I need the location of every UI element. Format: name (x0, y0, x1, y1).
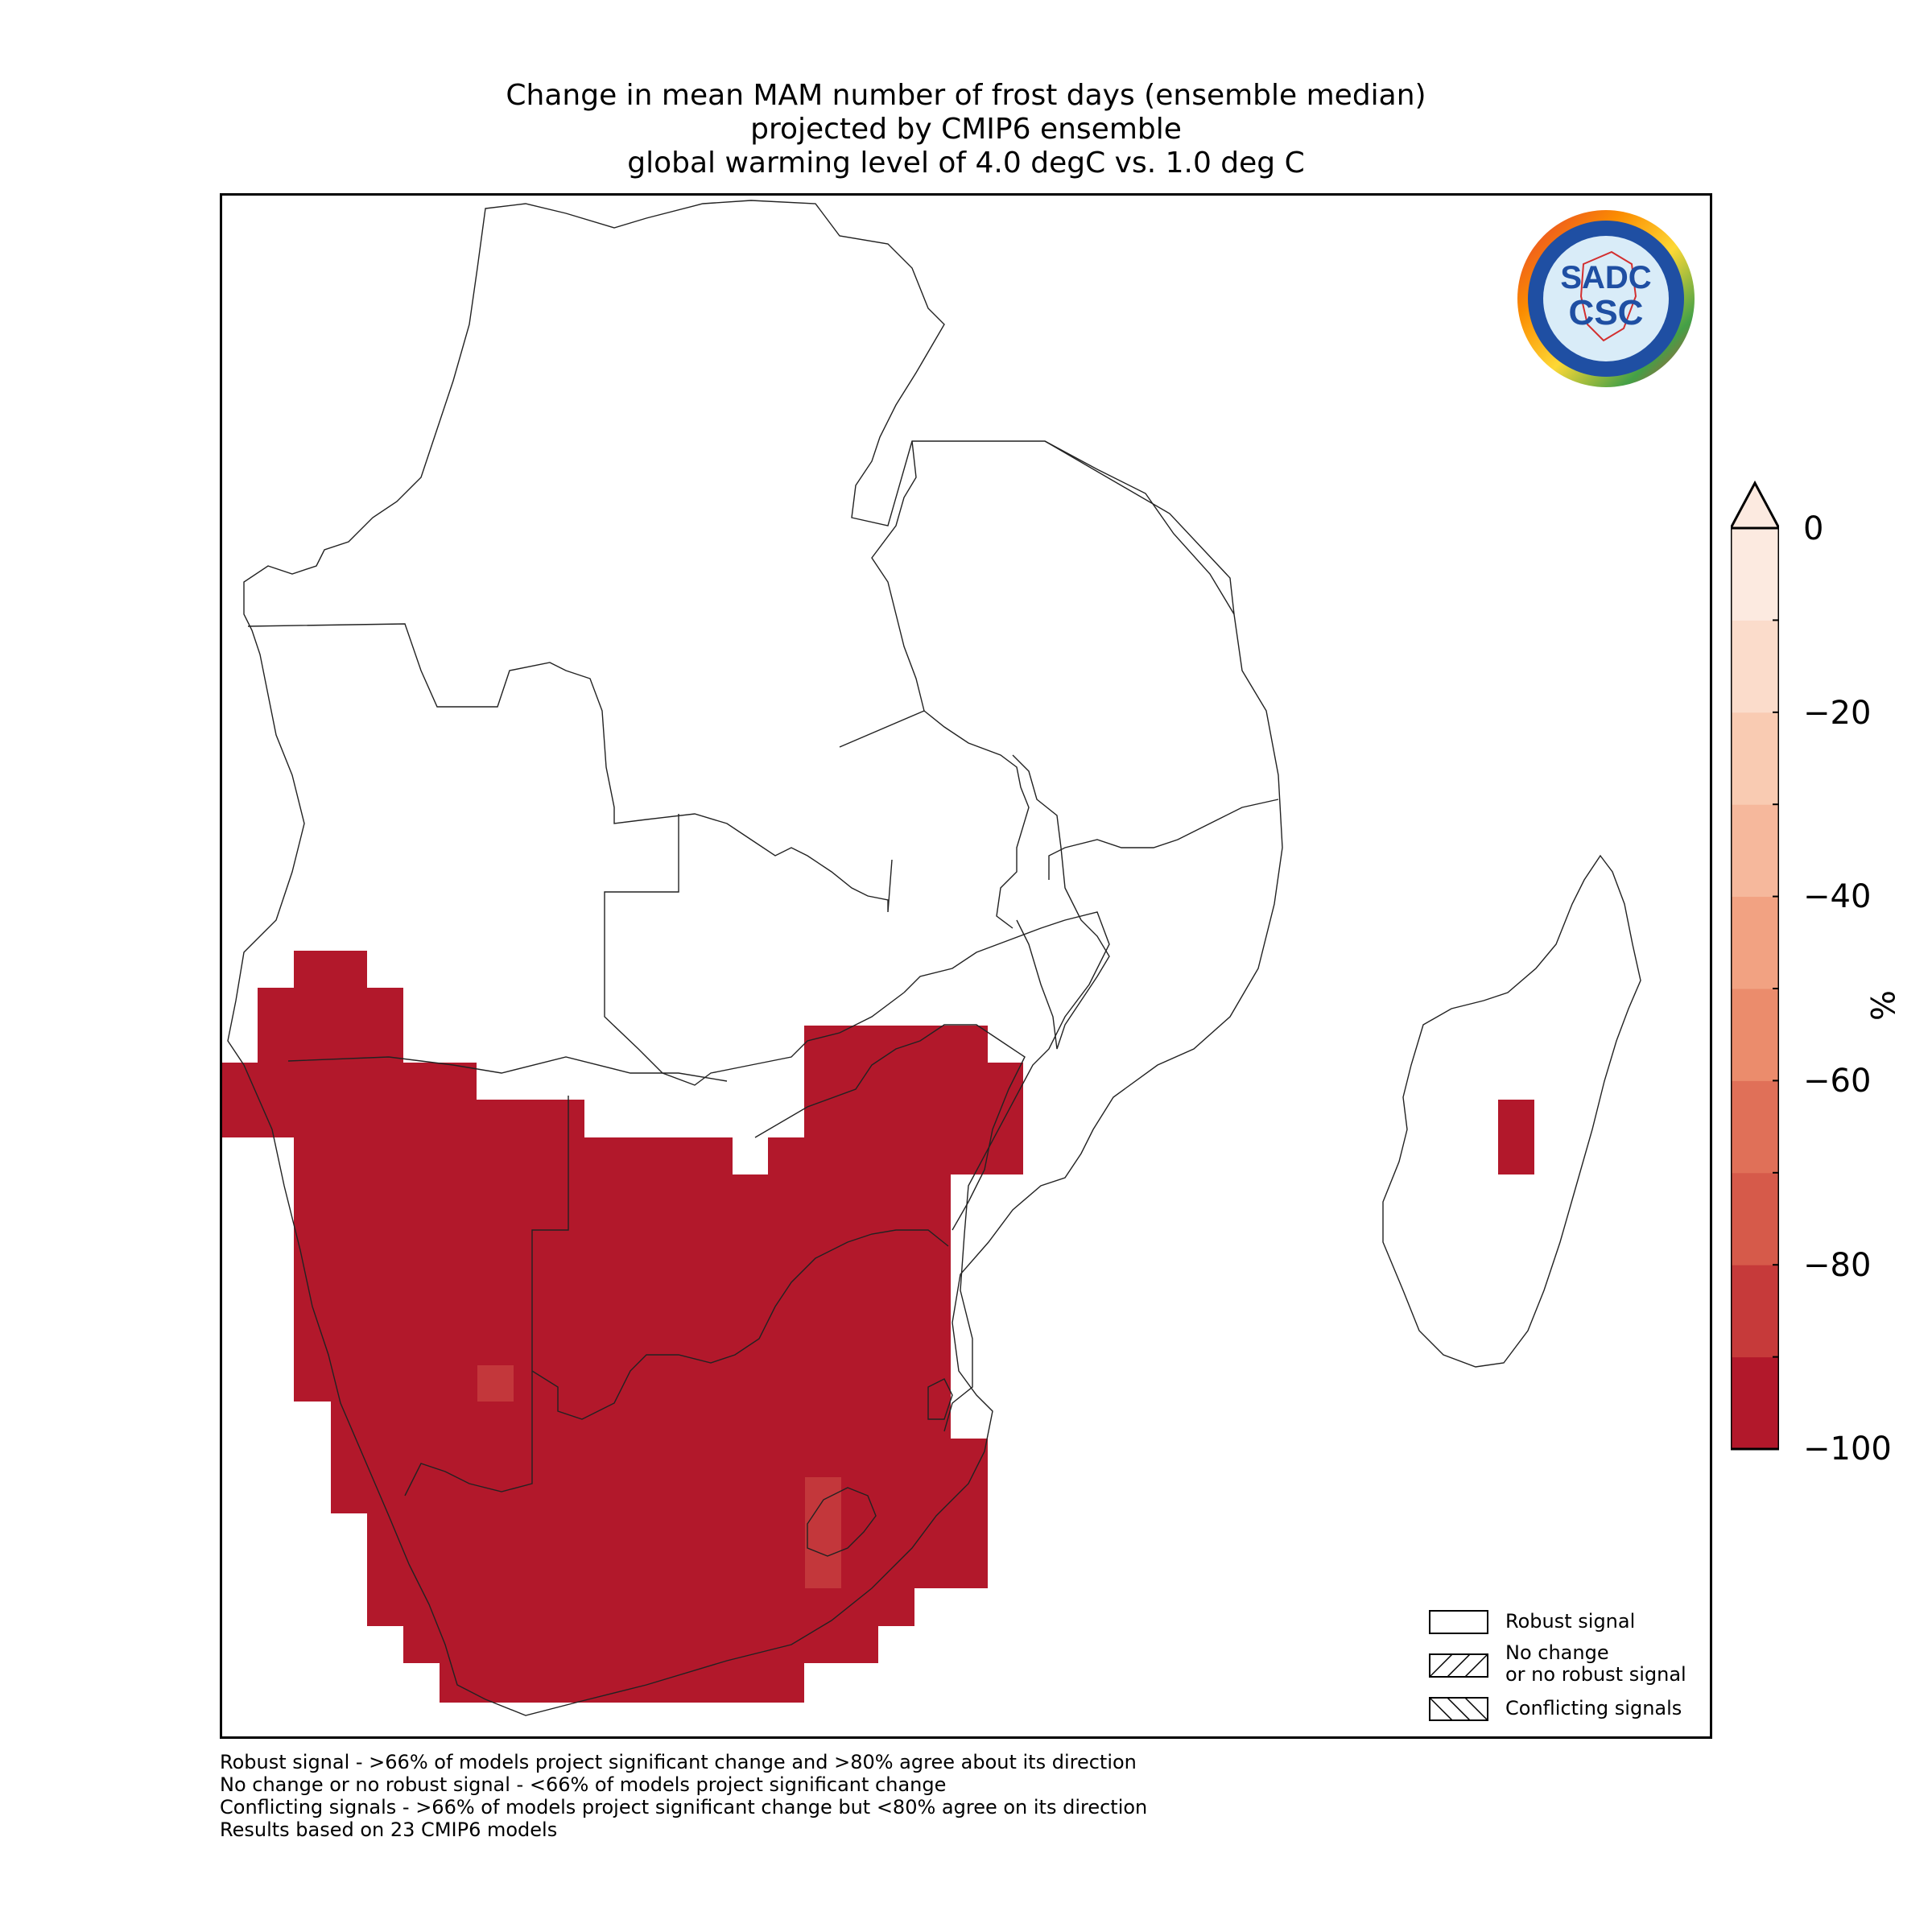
legend-nochange-label-2: or no robust signal (1505, 1663, 1686, 1686)
border-tanzania-mozambique (1048, 799, 1279, 880)
map-frame (220, 193, 1712, 1739)
colorbar-step (1731, 1080, 1779, 1174)
legend-robust-label: Robust signal (1505, 1610, 1636, 1633)
colorbar-step (1731, 1356, 1779, 1450)
colorbar-step (1731, 989, 1779, 1081)
legend-conflicting-box (1429, 1697, 1488, 1721)
cell-kalahari (477, 1365, 514, 1402)
border-namibia-botswana (404, 1096, 569, 1496)
legend-nochange-box (1429, 1653, 1488, 1678)
colorbar-step (1731, 620, 1779, 713)
frost-change-cells (222, 951, 1534, 1703)
logo-mark-1: SADC (1560, 260, 1651, 295)
footnote-robust: Robust signal - >66% of models project s… (220, 1751, 1137, 1773)
footnote-conflicting: Conflicting signals - >66% of models pro… (220, 1796, 1148, 1818)
border-angola-zambia (604, 814, 905, 1086)
cells-southern-africa (222, 951, 1023, 1703)
cell-madagascar (1498, 1100, 1534, 1174)
colorbar-tick-80: −80 (1803, 1247, 1872, 1284)
border-angola-namibia (287, 1056, 728, 1082)
border-tanzania-north (871, 440, 925, 712)
title-line-3: global warming level of 4.0 degC vs. 1.0… (627, 147, 1305, 180)
colorbar-tick-0: 0 (1803, 510, 1824, 547)
colorbar-tick-100: −100 (1803, 1430, 1892, 1468)
border-swaziland (927, 1378, 953, 1420)
colorbar-step (1731, 1172, 1779, 1265)
country-borders (227, 200, 1641, 1716)
colorbar-unit: % (1863, 990, 1900, 1022)
logo-mark-2: CSC (1569, 293, 1644, 332)
border-mozambique (903, 911, 1110, 1432)
border-zambia-tanzania (839, 710, 1030, 929)
legend-nochange-label-1: No change (1505, 1641, 1609, 1664)
border-malawi (1012, 754, 1110, 1050)
title-line-1: Change in mean MAM number of frost days … (506, 79, 1426, 112)
border-lesotho (807, 1487, 877, 1557)
colorbar-tick-40: −40 (1803, 878, 1872, 915)
colorbar-tick-60: −60 (1803, 1063, 1872, 1100)
map-canvas (222, 200, 1641, 1716)
border-botswana-sa (531, 1229, 949, 1420)
coastline-africa (227, 200, 1283, 1716)
title-line-2: projected by CMIP6 ensemble (750, 113, 1182, 146)
legend-robust-box (1429, 1610, 1488, 1634)
legend-conflicting-label: Conflicting signals (1505, 1697, 1682, 1719)
border-drc-angola (247, 623, 893, 913)
colorbar-step (1731, 804, 1779, 898)
colorbar-steps (1731, 528, 1779, 1450)
border-zimbabwe (754, 1024, 1026, 1231)
madagascar-outline (1382, 854, 1641, 1368)
colorbar-step (1731, 896, 1779, 989)
footnote-models: Results based on 23 CMIP6 models (220, 1818, 558, 1841)
colorbar-step (1731, 712, 1779, 805)
footnote-nochange: No change or no robust signal - <66% of … (220, 1773, 947, 1796)
border-tanzania-east (1044, 440, 1235, 615)
sadc-csc-logo: SADC CSC (1517, 210, 1695, 387)
colorbar-step (1731, 528, 1779, 621)
cell-lesotho (805, 1477, 841, 1588)
colorbar (1731, 480, 1779, 1451)
secondary-cells (477, 1365, 841, 1588)
colorbar-step (1731, 1265, 1779, 1358)
colorbar-tick-20: −20 (1803, 695, 1872, 732)
